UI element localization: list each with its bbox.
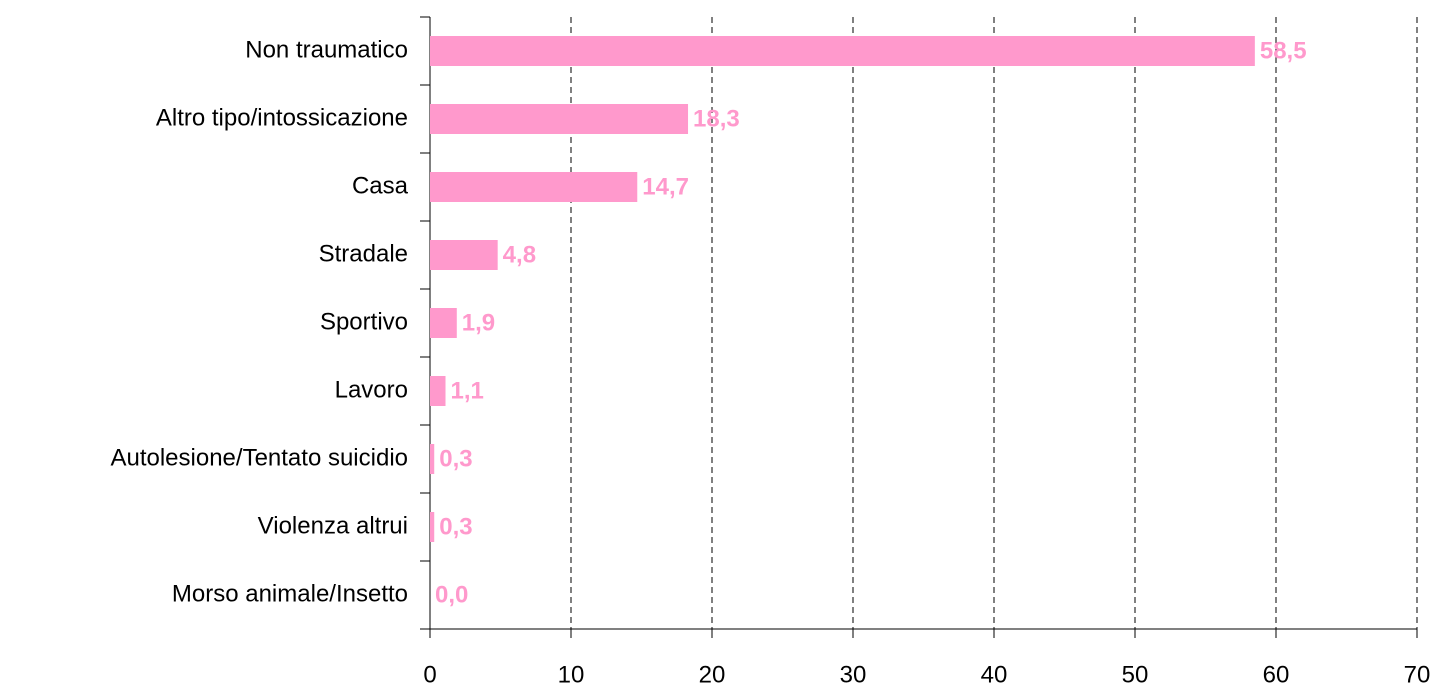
value-label: 14,7 [642,173,689,200]
bar [430,308,457,338]
y-tick-label: Non traumatico [245,36,408,63]
x-tick-label: 60 [1263,661,1290,688]
value-label: 1,9 [462,309,495,336]
x-tick-label: 40 [981,661,1008,688]
bar [430,172,638,202]
bar [430,104,689,134]
y-tick-label: Violenza altrui [258,512,408,539]
y-tick-label: Morso animale/Insetto [172,580,408,607]
value-label: 0,0 [435,581,468,608]
y-tick-label: Lavoro [335,376,408,403]
value-label: 0,3 [439,513,472,540]
bar [430,240,498,270]
bar [430,36,1255,66]
y-tick-label: Altro tipo/intossicazione [156,104,408,131]
value-label: 1,1 [451,377,484,404]
x-tick-label: 50 [1122,661,1149,688]
y-tick-label: Casa [352,172,409,199]
x-tick-label: 30 [840,661,867,688]
value-label: 4,8 [503,241,536,268]
value-label: 0,3 [439,445,472,472]
y-tick-label: Sportivo [320,308,408,335]
bar [430,376,446,406]
bar [430,512,435,542]
x-tick-label: 70 [1404,661,1431,688]
y-tick-label: Stradale [319,240,408,267]
bar [430,444,435,474]
y-tick-label: Autolesione/Tentato suicidio [110,444,408,471]
value-label: 58,5 [1260,37,1307,64]
x-tick-label: 0 [423,661,436,688]
value-label: 18,3 [693,105,740,132]
x-tick-label: 20 [699,661,726,688]
x-tick-label: 10 [558,661,585,688]
